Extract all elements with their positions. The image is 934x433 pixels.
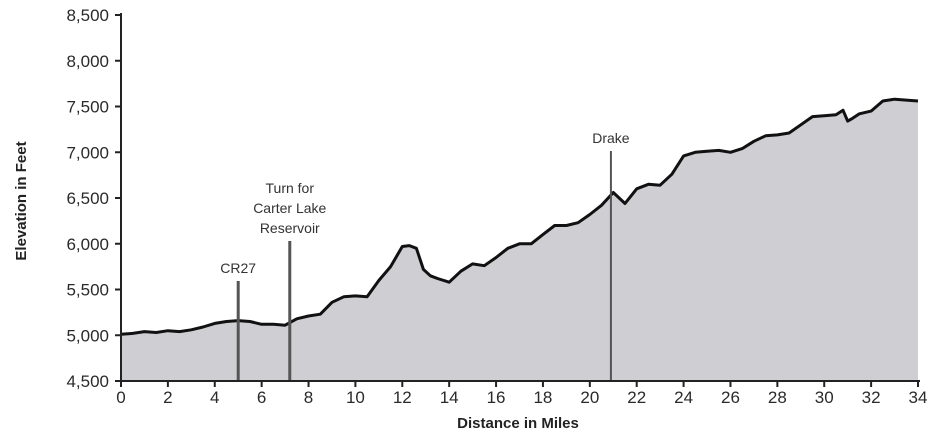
x-tick-label: 24	[674, 388, 693, 407]
annotations: CR27 Turn for Carter Lake Reservoir Drake	[220, 130, 630, 381]
plot-area	[120, 97, 919, 381]
annotation-label-line: Turn for	[266, 180, 315, 196]
elevation-line	[120, 97, 919, 336]
y-tick-label: 5,500	[66, 281, 109, 300]
annotation-label: Drake	[592, 130, 630, 146]
annotation-label-line: Drake	[592, 130, 630, 146]
annotation-label-line: Carter Lake	[253, 200, 326, 216]
y-axis-title: Elevation in Feet	[13, 141, 30, 260]
y-tick-label: 6,500	[66, 189, 109, 208]
y-tick-label: 7,000	[66, 143, 109, 162]
y-tick-label: 4,500	[66, 372, 109, 391]
y-tick-label: 5,000	[66, 326, 109, 345]
annotation-label-line: Reservoir	[260, 220, 320, 236]
x-tick-label: 10	[346, 388, 365, 407]
x-tick-label: 32	[862, 388, 881, 407]
x-axis-title: Distance in Miles	[457, 415, 579, 432]
x-tick-label: 4	[210, 388, 219, 407]
annotation-label-line: CR27	[220, 260, 256, 276]
x-tick-label: 18	[533, 388, 552, 407]
x-tick-label: 20	[580, 388, 599, 407]
x-tick-label: 0	[116, 388, 125, 407]
x-tick-label: 34	[909, 388, 928, 407]
x-tick-label: 28	[768, 388, 787, 407]
y-tick-label: 8,500	[66, 6, 109, 25]
x-tick-label: 26	[721, 388, 740, 407]
annotation-label: Turn for Carter Lake Reservoir	[253, 180, 326, 236]
y-tick-label: 6,000	[66, 235, 109, 254]
y-tick-label: 7,500	[66, 98, 109, 117]
y-tick-label: 8,000	[66, 52, 109, 71]
annotation-label: CR27	[220, 260, 256, 276]
x-tick-label: 8	[304, 388, 313, 407]
x-tick-label: 30	[815, 388, 834, 407]
x-tick-label: 6	[257, 388, 266, 407]
x-tick-label: 14	[440, 388, 459, 407]
x-tick-label: 12	[393, 388, 412, 407]
axes: 4,500 5,000 5,500 6,000 6,500 7,000 7,500 8,000…	[66, 6, 927, 407]
x-tick-label: 22	[627, 388, 646, 407]
x-tick-label: 16	[487, 388, 506, 407]
elevation-area	[121, 99, 918, 381]
x-tick-label: 2	[163, 388, 172, 407]
